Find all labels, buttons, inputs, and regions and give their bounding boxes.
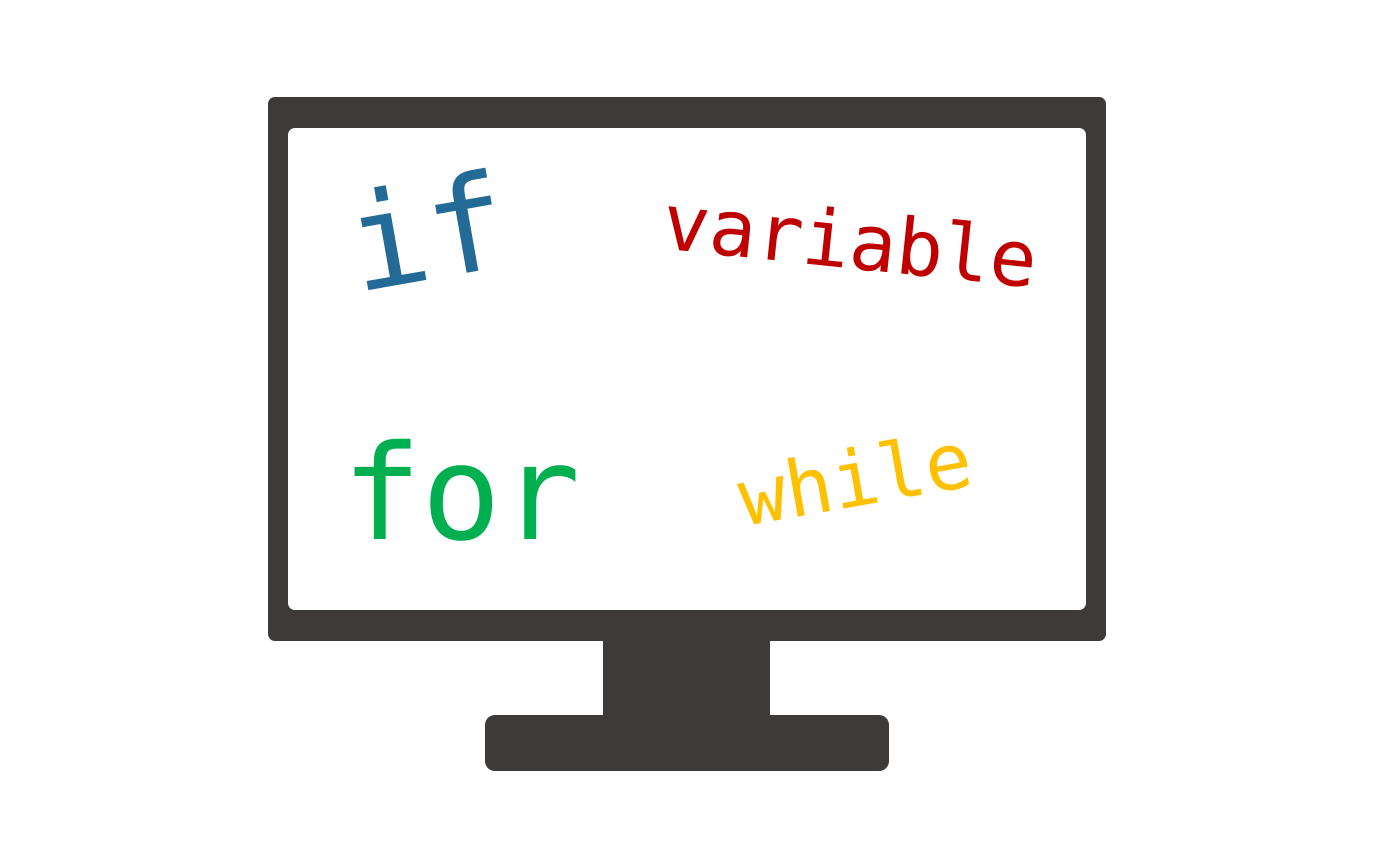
keyword-for: for [342,417,581,571]
keyword-while: while [731,415,979,545]
keyword-variable: variable [658,177,1042,307]
monitor-stand-neck [603,641,770,719]
monitor-screen: if variable for while [288,128,1086,610]
keyword-if: if [335,144,520,324]
monitor-stand-base [485,715,889,771]
